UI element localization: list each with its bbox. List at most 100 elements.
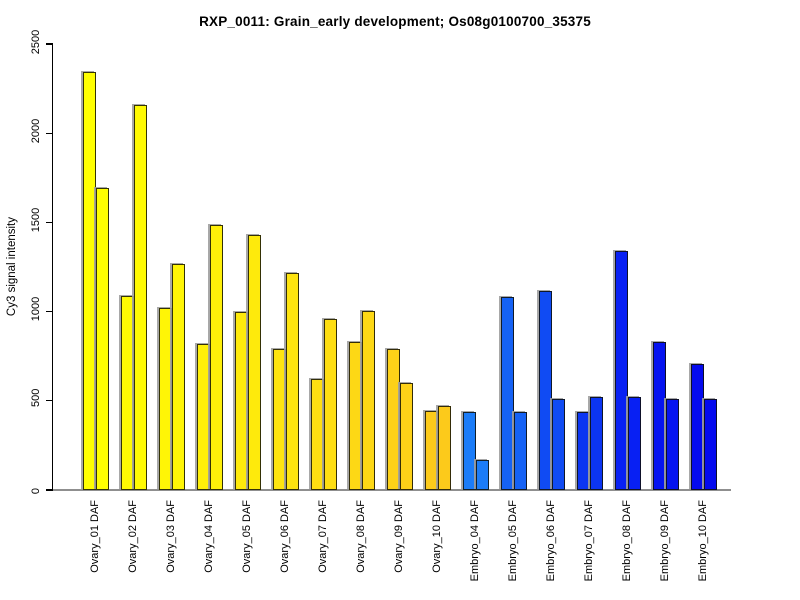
bar-group [653,342,679,490]
bar [197,344,210,490]
bar [387,349,400,490]
plot-area: 0 500 1000 1500 2000 2500 [30,29,731,494]
y-tick-label-text: 500 [30,389,42,408]
x-tick-label-text: Ovary_03 DAF [165,500,177,573]
x-tick-label: Ovary_09 DAF [386,500,412,581]
bar [615,251,628,490]
x-tick-label-text: Embryo_06 DAF [545,500,557,582]
bar-group [577,397,603,490]
y-tick-mark [46,43,53,45]
x-tick-label-text: Embryo_04 DAF [469,500,481,582]
bar [704,399,717,490]
x-tick-label: Embryo_10 DAF [690,500,716,581]
bar [691,364,704,490]
bar-group [387,349,413,490]
x-tick-label: Embryo_05 DAF [500,500,526,581]
x-tick-label: Embryo_07 DAF [576,500,602,581]
x-tick-label: Embryo_08 DAF [614,500,640,581]
bar-group [349,311,375,490]
bar [248,235,261,490]
x-tick-label: Ovary_03 DAF [158,500,184,581]
bar [425,411,438,490]
x-tick-label-text: Ovary_08 DAF [355,500,367,573]
x-tick-label-text: Ovary_01 DAF [89,500,101,573]
bar [273,349,286,490]
bar [501,297,514,490]
x-tick-labels-row: Ovary_01 DAF Ovary_02 DAF Ovary_03 DAF Ovar… [82,500,716,581]
bar [83,72,96,490]
y-axis-title-text: Cy3 signal intensity [6,217,18,317]
bar [210,225,223,490]
bar [362,311,375,490]
x-tick-label: Ovary_01 DAF [82,500,108,581]
x-tick-label-text: Ovary_09 DAF [393,500,405,573]
x-tick-label-text: Ovary_07 DAF [317,500,329,573]
y-tick-mark [46,221,53,223]
bar [159,308,172,490]
y-tick-mark [46,400,53,402]
x-tick-label: Ovary_07 DAF [310,500,336,581]
y-tick-label: 2000 [30,118,42,147]
x-tick-label-text: Ovary_06 DAF [279,500,291,573]
y-axis-title: Cy3 signal intensity [4,44,20,490]
bar [552,399,565,490]
bar [235,312,248,490]
x-tick-label: Ovary_05 DAF [234,500,260,581]
bar [539,291,552,490]
y-tick-mark [46,311,53,313]
bar-group [197,225,223,490]
bars-row [83,72,717,490]
x-tick-label-text: Embryo_08 DAF [621,500,633,582]
x-tick-label-text: Embryo_07 DAF [583,500,595,582]
y-tick-label-text: 2000 [30,118,42,143]
bar [311,379,324,490]
x-tick-label: Ovary_10 DAF [424,500,450,581]
bar [121,296,134,490]
y-tick-label: 1500 [30,208,42,237]
y-tick-label-text: 1500 [30,207,42,233]
bar [324,319,337,490]
bar-group [425,406,451,490]
y-tick-mark [46,489,53,491]
x-tick-label: Ovary_08 DAF [348,500,374,581]
y-tick-mark [46,132,53,134]
bar-group [159,264,185,490]
bar [666,399,679,490]
x-tick-label-text: Embryo_10 DAF [697,500,709,582]
y-tick-label-text: 0 [30,487,42,494]
x-tick-label: Ovary_06 DAF [272,500,298,581]
bar [628,397,641,490]
bar [172,264,185,490]
bar-group [501,297,527,490]
y-tick-label-text: 1000 [30,296,42,322]
y-tick-label-text: 2500 [30,29,42,54]
x-tick-label: Embryo_06 DAF [538,500,564,581]
bar-group [235,235,261,490]
x-tick-label: Ovary_04 DAF [196,500,222,581]
y-tick-label: 1000 [30,297,42,326]
bar-group [615,251,641,490]
y-tick-label: 500 [30,389,42,412]
y-tick-label: 0 [30,481,42,499]
bar [438,406,451,490]
bar [400,383,413,490]
x-tick-label: Ovary_02 DAF [120,500,146,581]
bar-group [463,412,489,490]
bar-group [311,319,337,490]
x-tick-label-text: Ovary_05 DAF [241,500,253,573]
bar [96,188,109,490]
bar-group [539,291,565,490]
bar [134,105,147,490]
bar [590,397,603,490]
bar-group [691,364,717,490]
bar [463,412,476,490]
x-tick-label-text: Ovary_10 DAF [431,500,443,573]
x-tick-label-text: Ovary_02 DAF [127,500,139,573]
x-tick-label-text: Embryo_09 DAF [659,500,671,582]
chart-title: RXP_0011: Grain_early development; Os08g… [199,14,591,29]
x-tick-label: Embryo_04 DAF [462,500,488,581]
bar-group [83,72,109,490]
bar-group [121,105,147,490]
bar [514,412,527,490]
x-tick-label-text: Ovary_04 DAF [203,500,215,573]
